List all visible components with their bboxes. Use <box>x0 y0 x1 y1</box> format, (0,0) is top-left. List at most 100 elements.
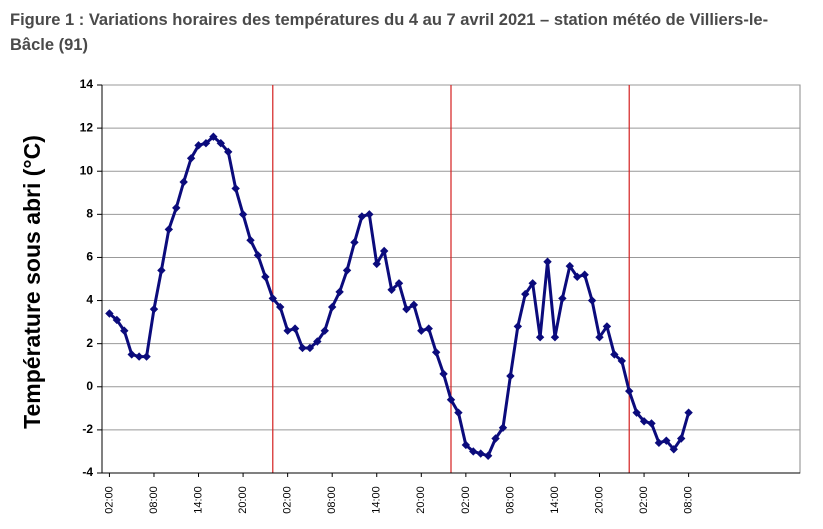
data-point <box>446 395 456 404</box>
data-point <box>409 300 419 310</box>
data-point <box>164 225 174 234</box>
data-point <box>357 212 367 221</box>
data-point <box>602 322 612 331</box>
data-point <box>469 447 478 456</box>
x-tick-label: 02:00 <box>103 486 115 514</box>
data-point <box>632 408 641 417</box>
x-tick-label: 14:00 <box>371 486 383 514</box>
chart-title: Figure 1 : Variations horaires des tempé… <box>10 11 769 54</box>
data-point <box>327 302 337 312</box>
data-point <box>350 238 359 247</box>
data-point <box>372 259 381 269</box>
data-point <box>313 337 322 346</box>
data-point <box>179 177 188 187</box>
x-tick-label: 20:00 <box>415 486 427 514</box>
data-point <box>335 287 344 297</box>
data-point <box>483 451 493 460</box>
data-point <box>535 333 545 342</box>
data-point <box>186 154 196 163</box>
data-point <box>669 445 678 454</box>
x-tick-label: 14:00 <box>549 486 561 514</box>
data-point <box>543 257 552 266</box>
x-tick-label: 08:00 <box>683 486 695 514</box>
data-point <box>194 141 203 150</box>
y-tick-label: -2 <box>82 422 93 436</box>
data-point <box>431 348 441 357</box>
data-point <box>476 449 485 458</box>
data-point <box>550 333 560 342</box>
data-point <box>142 352 151 361</box>
data-point <box>491 434 500 443</box>
data-point <box>276 302 285 312</box>
data-point <box>298 343 307 353</box>
data-point <box>105 309 114 318</box>
y-tick-label: -4 <box>82 465 93 479</box>
x-tick-label: 14:00 <box>192 486 204 514</box>
x-tick-label: 02:00 <box>460 486 472 514</box>
data-point <box>402 304 411 314</box>
y-tick-label: 8 <box>86 207 93 221</box>
data-point <box>201 139 211 148</box>
data-point <box>498 423 508 432</box>
data-point <box>461 440 471 450</box>
data-point <box>365 210 374 219</box>
data-point <box>394 279 404 288</box>
data-point <box>610 350 619 359</box>
data-point <box>231 184 240 193</box>
data-point <box>580 270 589 279</box>
y-axis-label: Température sous abri (°C) <box>19 135 45 429</box>
data-point <box>224 147 233 157</box>
data-point <box>573 272 582 282</box>
data-point <box>595 333 604 342</box>
data-point <box>305 343 315 353</box>
data-point <box>134 352 144 361</box>
data-point <box>521 289 530 299</box>
x-tick-label: 02:00 <box>638 486 650 514</box>
data-point <box>528 279 537 288</box>
data-point <box>127 350 136 359</box>
data-point <box>149 304 159 314</box>
data-point <box>387 285 396 294</box>
data-point <box>379 246 389 256</box>
x-tick-label: 02:00 <box>282 486 294 514</box>
y-tick-label: 2 <box>86 336 93 350</box>
data-point <box>647 419 656 428</box>
x-tick-label: 20:00 <box>237 486 249 514</box>
y-tick-label: 6 <box>86 250 93 264</box>
data-point <box>209 132 218 141</box>
data-point <box>417 326 426 335</box>
data-point <box>290 324 300 333</box>
data-point <box>172 203 181 213</box>
x-tick-label: 08:00 <box>504 486 516 514</box>
x-tick-label: 08:00 <box>326 486 338 514</box>
data-point <box>320 326 329 335</box>
data-point <box>654 438 664 448</box>
y-tick-label: 0 <box>86 379 93 393</box>
data-point <box>261 272 270 282</box>
data-point <box>676 434 686 443</box>
data-point <box>662 436 671 445</box>
data-point <box>342 266 352 275</box>
y-tick-label: 12 <box>80 120 94 134</box>
data-point <box>120 326 129 335</box>
data-point <box>157 266 166 275</box>
data-point <box>558 294 567 303</box>
data-point <box>216 139 226 148</box>
data-point <box>513 322 523 331</box>
data-point <box>625 386 634 396</box>
data-point <box>439 369 448 379</box>
data-point <box>639 417 649 426</box>
data-point <box>246 236 255 245</box>
data-point <box>454 408 463 417</box>
x-tick-label: 08:00 <box>148 486 160 514</box>
data-point <box>283 326 292 335</box>
y-tick-label: 10 <box>80 163 94 177</box>
x-tick-label: 20:00 <box>593 486 605 514</box>
data-point <box>506 371 515 381</box>
data-point <box>112 315 122 325</box>
data-point <box>617 356 626 366</box>
data-point <box>684 408 693 417</box>
y-tick-label: 14 <box>80 77 94 91</box>
